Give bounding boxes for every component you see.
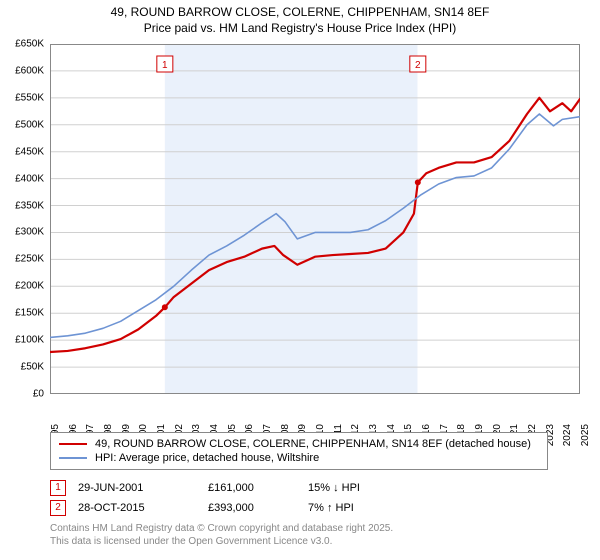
- y-tick-label: £600K: [15, 65, 44, 76]
- price-chart-container: 49, ROUND BARROW CLOSE, COLERNE, CHIPPEN…: [0, 0, 600, 560]
- sales-row: 1 29-JUN-2001 £161,000 15% ↓ HPI: [50, 478, 418, 498]
- legend-label: 49, ROUND BARROW CLOSE, COLERNE, CHIPPEN…: [95, 438, 531, 450]
- sale-delta: 7% ↑ HPI: [308, 502, 418, 514]
- y-tick-label: £400K: [15, 173, 44, 184]
- legend-row: 49, ROUND BARROW CLOSE, COLERNE, CHIPPEN…: [59, 437, 539, 451]
- sale-price: £393,000: [208, 502, 308, 514]
- plot-area: 12: [50, 44, 580, 394]
- y-tick-label: £450K: [15, 146, 44, 157]
- y-tick-label: £550K: [15, 92, 44, 103]
- y-tick-label: £100K: [15, 335, 44, 346]
- y-tick-label: £350K: [15, 200, 44, 211]
- y-tick-label: £150K: [15, 308, 44, 319]
- legend: 49, ROUND BARROW CLOSE, COLERNE, CHIPPEN…: [50, 432, 548, 470]
- x-axis: 1995199619971998199920002001200220032004…: [50, 396, 580, 430]
- y-tick-label: £300K: [15, 227, 44, 238]
- x-tick-label: 2025: [580, 424, 591, 446]
- y-axis: £0£50K£100K£150K£200K£250K£300K£350K£400…: [0, 44, 48, 394]
- y-tick-label: £200K: [15, 281, 44, 292]
- sale-date: 29-JUN-2001: [78, 482, 208, 494]
- y-tick-label: £0: [33, 389, 44, 400]
- sales-row: 2 28-OCT-2015 £393,000 7% ↑ HPI: [50, 498, 418, 518]
- attribution-line-2: This data is licensed under the Open Gov…: [50, 535, 393, 548]
- legend-swatch: [59, 457, 87, 459]
- svg-text:1: 1: [162, 60, 168, 71]
- title-line-1: 49, ROUND BARROW CLOSE, COLERNE, CHIPPEN…: [0, 4, 600, 20]
- y-tick-label: £50K: [21, 362, 44, 373]
- sale-marker: 1: [50, 480, 66, 496]
- attribution-line-1: Contains HM Land Registry data © Crown c…: [50, 522, 393, 535]
- legend-row: HPI: Average price, detached house, Wilt…: [59, 451, 539, 465]
- chart-title-block: 49, ROUND BARROW CLOSE, COLERNE, CHIPPEN…: [0, 0, 600, 36]
- legend-swatch: [59, 443, 87, 445]
- attribution: Contains HM Land Registry data © Crown c…: [50, 522, 393, 548]
- title-line-2: Price paid vs. HM Land Registry's House …: [0, 20, 600, 36]
- y-tick-label: £500K: [15, 119, 44, 130]
- legend-label: HPI: Average price, detached house, Wilt…: [95, 452, 319, 464]
- sale-delta: 15% ↓ HPI: [308, 482, 418, 494]
- y-tick-label: £650K: [15, 39, 44, 50]
- x-tick-label: 2024: [562, 424, 573, 446]
- svg-text:2: 2: [415, 60, 421, 71]
- y-tick-label: £250K: [15, 254, 44, 265]
- sale-marker: 2: [50, 500, 66, 516]
- sale-date: 28-OCT-2015: [78, 502, 208, 514]
- chart-svg: 12: [50, 44, 580, 394]
- sale-price: £161,000: [208, 482, 308, 494]
- sales-table: 1 29-JUN-2001 £161,000 15% ↓ HPI 2 28-OC…: [50, 478, 418, 518]
